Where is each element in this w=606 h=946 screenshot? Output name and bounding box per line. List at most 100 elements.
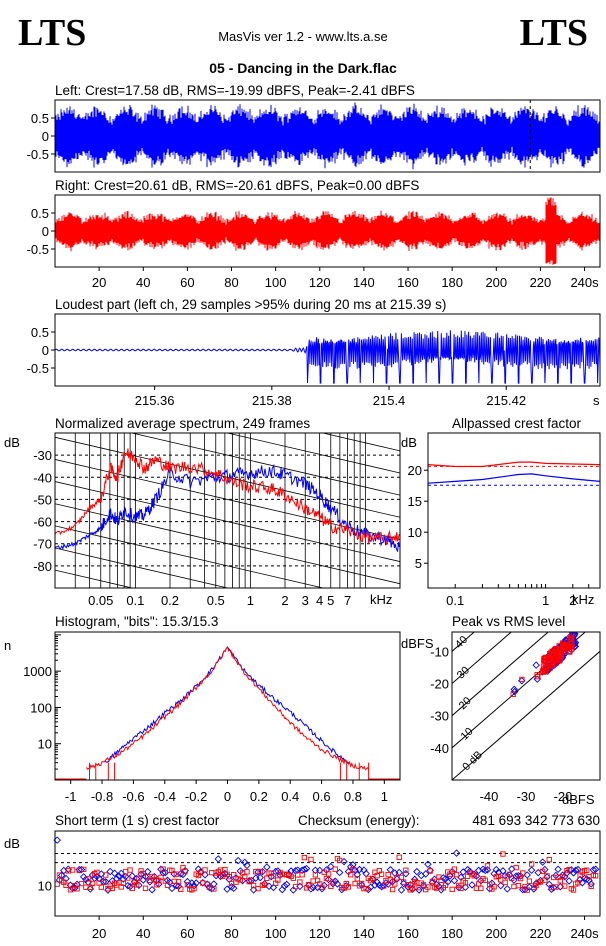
crest-point-right xyxy=(570,887,577,893)
crest-point-left xyxy=(86,885,95,893)
crest-ylabel: dB xyxy=(4,836,20,851)
crest-xtick-label: 40 xyxy=(136,926,150,941)
spectrum-xunit: kHz xyxy=(370,592,392,607)
crest-point-right xyxy=(513,864,519,871)
crest-xtick-label: 160 xyxy=(397,926,419,941)
crest-point-right xyxy=(94,869,100,875)
crest-point-left xyxy=(534,868,542,877)
crest-point-left xyxy=(410,875,419,884)
peak-rms-point-right xyxy=(551,655,557,662)
peak-rms-ylabel: dBFS xyxy=(401,636,434,651)
crest-point-left xyxy=(507,865,516,873)
crest-point-left xyxy=(393,875,401,883)
right-waveform-xtick-label: 140 xyxy=(353,275,375,290)
crest-point-right xyxy=(566,866,572,873)
crest-point-left xyxy=(338,885,346,894)
crest-point-right xyxy=(471,873,477,879)
peak-rms-point-right xyxy=(560,649,567,655)
crest-point-left xyxy=(527,866,536,874)
crest-point-left xyxy=(165,878,174,887)
crest-point-right xyxy=(515,882,522,889)
logo-right: LTS xyxy=(520,12,588,54)
spectrum-xtick-label: 0.5 xyxy=(207,593,225,608)
crest-point-right xyxy=(237,877,243,883)
crest-point-right xyxy=(103,872,109,878)
histogram-left-series xyxy=(104,646,351,764)
crest-xtick-label: 20 xyxy=(92,926,106,941)
crest-point-left xyxy=(386,866,395,874)
crest-point-left xyxy=(492,865,501,874)
crest-point-left xyxy=(373,878,381,887)
spectrum-xtick-label: 0.05 xyxy=(88,593,113,608)
peak-rms-xunit: dBFS xyxy=(562,792,595,807)
spectrum-ytick-label: -70 xyxy=(33,537,52,552)
histogram-right-series xyxy=(85,645,369,771)
right-waveform-xtick-label: 120 xyxy=(309,275,331,290)
crest-point-left xyxy=(282,880,291,889)
crest-point-left xyxy=(174,882,183,891)
crest-point-right xyxy=(319,884,325,890)
crest-point-right xyxy=(85,876,91,882)
crest-point-left xyxy=(430,875,439,884)
peak-rms-ytick-label: -10 xyxy=(430,644,449,659)
peak-rms-point-left xyxy=(518,676,526,685)
crest-point-left xyxy=(541,865,549,874)
crest-point-left xyxy=(115,872,123,880)
crest-point-right xyxy=(370,875,376,882)
crest-point-left xyxy=(329,880,337,888)
crest-point-left xyxy=(243,861,251,870)
crest-point-right xyxy=(250,882,257,889)
allpass-ytick-label: 5 xyxy=(415,556,422,571)
crest-point-right xyxy=(385,871,391,878)
crest-point-right xyxy=(158,874,164,881)
crest-point-left xyxy=(287,867,295,875)
crest-point-right xyxy=(546,856,552,863)
crest-point-right xyxy=(136,875,142,882)
crest-point-right xyxy=(442,882,449,888)
crest-point-left xyxy=(591,865,600,874)
spectrum-left-series xyxy=(55,463,400,552)
left-waveform-chart: 0.5 0 -0.5 xyxy=(27,99,601,173)
crest-point-left xyxy=(574,865,582,874)
crest-point-left xyxy=(346,863,355,871)
crest-point-right xyxy=(528,861,535,867)
crest-point-right xyxy=(378,871,385,877)
crest-point-left xyxy=(234,856,242,865)
peak-rms-xtick-label: -30 xyxy=(517,789,536,804)
peak-rms-point-right xyxy=(556,643,562,649)
crest-point-right xyxy=(427,868,433,874)
crest-point-right xyxy=(142,885,149,891)
crest-point-right xyxy=(308,856,314,863)
crest-point-left xyxy=(516,872,525,880)
crest-point-right xyxy=(182,868,188,874)
left-waveform-ytick-label: -0.5 xyxy=(27,147,49,162)
spectrum-slope-line xyxy=(55,569,134,588)
crest-point-left xyxy=(545,880,553,889)
histogram-xtick-label: -0.6 xyxy=(122,789,144,804)
peak-rms-crest-line xyxy=(452,632,586,749)
right-waveform-xtick-label: 200 xyxy=(485,275,507,290)
crest-point-right xyxy=(290,875,296,881)
crest-point-left xyxy=(309,883,317,892)
crest-point-right xyxy=(389,886,396,893)
crest-point-left xyxy=(192,879,200,887)
crest-point-right xyxy=(222,866,228,873)
crest-point-left xyxy=(201,870,209,879)
crest-point-left xyxy=(66,881,75,890)
peak-rms-point-right xyxy=(510,691,516,697)
crest-point-left xyxy=(554,865,562,874)
crest-point-left xyxy=(547,885,556,893)
crest-point-right xyxy=(74,886,80,892)
crest-point-right xyxy=(345,884,352,890)
crest-point-right xyxy=(330,879,336,885)
peak-rms-ytick-label: -40 xyxy=(430,741,449,756)
crest-point-right xyxy=(447,871,453,877)
loudest-xunit: s xyxy=(593,393,600,408)
crest-point-right xyxy=(56,872,63,878)
crest-point-left xyxy=(477,876,485,885)
crest-point-left xyxy=(90,874,99,882)
logo-left: LTS xyxy=(18,12,86,54)
left-waveform-ytick-label: 0 xyxy=(42,129,49,144)
crest-point-right xyxy=(425,884,431,890)
crest-point-left xyxy=(128,872,136,880)
